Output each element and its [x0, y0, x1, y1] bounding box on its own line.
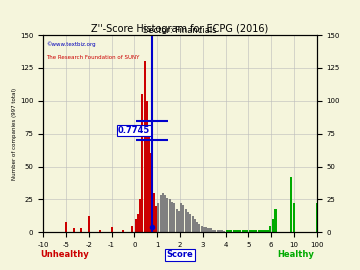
Bar	[166, 198, 168, 232]
Bar	[180, 203, 182, 232]
Bar	[217, 230, 219, 232]
Text: Unhealthy: Unhealthy	[40, 250, 89, 259]
Bar	[73, 228, 75, 232]
Bar	[219, 230, 221, 232]
Bar	[135, 219, 136, 232]
Text: 0.7745: 0.7745	[118, 126, 150, 135]
Bar	[271, 219, 274, 232]
Bar	[221, 230, 223, 232]
Bar	[111, 227, 113, 232]
Bar	[196, 222, 198, 232]
Bar	[226, 230, 228, 232]
Bar	[171, 202, 173, 232]
Bar	[88, 217, 90, 232]
Bar	[150, 153, 153, 232]
Bar	[212, 230, 214, 232]
Bar	[189, 214, 191, 232]
Bar	[237, 230, 239, 232]
Bar	[246, 230, 248, 232]
Bar	[244, 230, 246, 232]
Bar	[164, 195, 166, 232]
Bar	[187, 212, 189, 232]
Bar	[293, 203, 295, 232]
Bar	[205, 227, 207, 232]
Bar	[148, 127, 150, 232]
Bar	[173, 203, 175, 232]
Bar	[269, 226, 271, 232]
Bar	[139, 199, 141, 232]
Bar	[201, 226, 203, 232]
Bar	[290, 177, 292, 232]
Bar	[316, 203, 318, 232]
Bar	[239, 230, 242, 232]
Text: ©www.textbiz.org: ©www.textbiz.org	[46, 41, 95, 47]
Bar	[230, 230, 232, 232]
Bar	[224, 231, 225, 232]
Bar	[80, 228, 82, 232]
Bar	[265, 230, 266, 232]
Bar	[192, 217, 194, 232]
Text: The Research Foundation of SUNY: The Research Foundation of SUNY	[46, 55, 139, 60]
Bar	[258, 230, 260, 232]
Bar	[131, 226, 133, 232]
Bar	[42, 226, 44, 232]
Bar	[233, 230, 235, 232]
Bar	[228, 230, 230, 232]
Bar	[214, 230, 216, 232]
Bar	[65, 222, 67, 232]
Bar	[146, 101, 148, 232]
Text: Healthy: Healthy	[277, 250, 314, 259]
Bar	[235, 230, 237, 232]
Bar	[251, 230, 253, 232]
Bar	[260, 230, 262, 232]
Bar	[267, 230, 269, 232]
Bar	[157, 203, 159, 232]
Bar	[159, 195, 162, 232]
Bar	[210, 228, 212, 232]
Title: Z''-Score Histogram for ECPG (2016): Z''-Score Histogram for ECPG (2016)	[91, 24, 269, 34]
Bar	[122, 230, 124, 232]
Bar	[141, 94, 143, 232]
Text: Score: Score	[167, 250, 193, 259]
Bar	[262, 230, 264, 232]
Bar	[207, 228, 210, 232]
Bar	[162, 193, 164, 232]
Bar	[253, 230, 255, 232]
Bar	[99, 230, 101, 232]
Bar	[176, 208, 177, 232]
Bar	[248, 230, 251, 232]
Bar	[194, 219, 196, 232]
Y-axis label: Number of companies (997 total): Number of companies (997 total)	[12, 87, 17, 180]
Bar	[178, 211, 180, 232]
Bar	[242, 230, 244, 232]
Bar	[198, 224, 201, 232]
Bar	[153, 193, 155, 232]
Text: Sector: Financials: Sector: Financials	[143, 26, 217, 35]
Bar	[183, 205, 184, 232]
Bar	[169, 199, 171, 232]
Bar	[144, 61, 146, 232]
Bar	[137, 214, 139, 232]
Bar	[316, 203, 318, 232]
Bar	[274, 208, 276, 232]
Bar	[155, 206, 157, 232]
Bar	[255, 230, 257, 232]
Bar	[185, 208, 187, 232]
Bar	[203, 227, 205, 232]
